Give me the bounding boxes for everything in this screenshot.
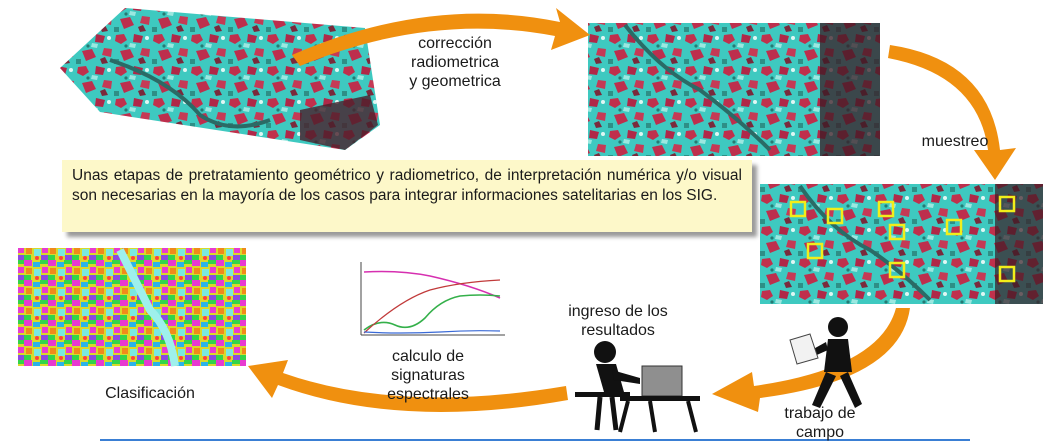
spectral-chart-icon xyxy=(360,262,505,336)
arrow-correction xyxy=(292,8,590,66)
label-trabajo-campo: trabajo de campo xyxy=(770,404,870,442)
label-trabajo-campo-text: trabajo de campo xyxy=(784,405,856,441)
sample-box xyxy=(888,261,906,279)
river-shape xyxy=(623,23,772,152)
sample-box xyxy=(789,200,807,218)
computer-user-icon xyxy=(575,341,700,433)
field-worker-icon xyxy=(789,317,862,408)
process-arrows xyxy=(248,8,1016,412)
sample-box xyxy=(998,195,1016,213)
info-note: Unas etapas de pretratamiento geométrico… xyxy=(62,160,752,232)
arrow-clasificacion xyxy=(248,360,568,412)
label-ingreso: ingreso de los resultados xyxy=(548,302,688,340)
arrow-campo xyxy=(712,308,910,412)
sample-box xyxy=(945,218,963,236)
sample-box xyxy=(998,265,1016,283)
corrected-satellite-image xyxy=(588,23,880,156)
classified-map xyxy=(18,248,246,367)
label-calculo-text: calculo de signaturas espectrales xyxy=(387,348,469,403)
label-ingreso-text: ingreso de los resultados xyxy=(568,303,668,339)
sample-box xyxy=(806,242,824,260)
label-correccion-text: corrección radiometrica y geometrica xyxy=(409,35,501,90)
label-clasificacion-text: Clasificación xyxy=(105,385,195,402)
label-calculo: calculo de signaturas espectrales xyxy=(358,347,498,404)
sample-box xyxy=(888,223,906,241)
dark-region xyxy=(300,95,378,150)
river-shape xyxy=(798,184,932,302)
label-muestreo: muestreo xyxy=(905,132,1005,151)
dark-region xyxy=(995,184,1043,304)
arrow-muestreo xyxy=(888,45,1016,180)
sample-box xyxy=(826,207,844,225)
sample-box xyxy=(877,200,895,218)
label-clasificacion: Clasificación xyxy=(80,384,220,403)
label-correccion: corrección radiometrica y geometrica xyxy=(385,34,525,91)
river-shape xyxy=(109,58,271,129)
sampled-satellite-image xyxy=(760,184,1043,304)
river-shape xyxy=(116,248,179,367)
raw-satellite-image xyxy=(60,8,380,150)
sample-boxes xyxy=(789,195,1016,283)
dark-region xyxy=(820,23,880,156)
label-muestreo-text: muestreo xyxy=(921,133,989,150)
info-note-text: Unas etapas de pretratamiento geométrico… xyxy=(72,167,742,204)
